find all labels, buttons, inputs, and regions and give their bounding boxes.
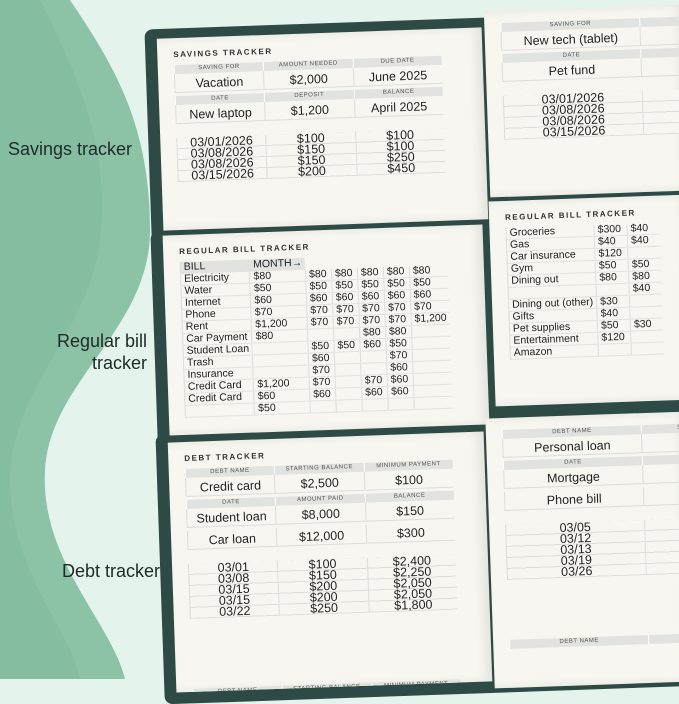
bill-amount bbox=[335, 399, 363, 413]
bill-amount: $60 bbox=[361, 386, 388, 400]
field-header: DEBT NAME bbox=[509, 635, 649, 649]
page-content: DEBT TRACKER DEBT NAME STARTING BALANCE MIN… bbox=[168, 432, 477, 693]
field-value: $300 bbox=[365, 521, 456, 543]
bill-amount bbox=[335, 387, 362, 401]
side-label: Savings tracker bbox=[8, 139, 133, 159]
bill-amount bbox=[360, 350, 387, 364]
notebook-page: SAVINGS TRACKER SAVING FOR AMOUNT NEEDED DU… bbox=[156, 27, 489, 231]
bill-amount bbox=[309, 400, 337, 414]
bill-amount bbox=[387, 397, 415, 411]
entry-column: $100 $150 $200 $200 $250 bbox=[277, 557, 369, 616]
entry-column: $100$150$100$100$200 bbox=[643, 515, 679, 576]
field-value: New laptop bbox=[175, 102, 265, 124]
field-value: Car loan bbox=[186, 527, 277, 549]
entry-column: $100 $100 $250 $450 bbox=[354, 128, 446, 176]
bill-name: Amazon bbox=[510, 344, 599, 360]
page-title: REGULAR BILL TRACKER bbox=[504, 208, 636, 222]
bill-amount bbox=[598, 343, 632, 357]
bill-amount: $60 bbox=[309, 388, 336, 402]
page-content: REGULAR BILL TRACKER Groceries $300 $40 Gas $… bbox=[488, 195, 679, 373]
entry-column: $60$60$90$120 bbox=[641, 86, 679, 136]
field-value: Pet fund bbox=[501, 58, 642, 81]
entry-column: 03/05 03/12 03/13 03/19 03/26 bbox=[505, 520, 646, 580]
field-header: STARTING BALANCE bbox=[648, 630, 679, 645]
bill-amount bbox=[631, 342, 665, 356]
field-value: June 2025 bbox=[352, 64, 443, 86]
bill-table: Groceries $300 $40 Gas $40 $40 Car insurance $1… bbox=[505, 222, 665, 360]
notebook-page: REGULAR BILL TRACKER Groceries $300 $40 Gas $… bbox=[488, 194, 679, 407]
background-wave bbox=[0, 0, 150, 679]
entry: $200 bbox=[297, 163, 327, 179]
entry-list: 03/01/2026 03/08/2026 03/08/2026 03/15/2026… bbox=[502, 86, 679, 140]
bill-amount: $50 bbox=[333, 339, 361, 353]
field-value: Vacation bbox=[173, 71, 264, 93]
entry-column: $2,400 $2,250 $2,050 $2,050 $1,800 bbox=[366, 553, 458, 613]
field-value: $1,200 bbox=[264, 98, 355, 121]
bill-amount bbox=[334, 351, 361, 365]
field-value: Personal loan bbox=[502, 434, 642, 457]
field-value: $80 bbox=[642, 482, 679, 506]
field-value: $12,000 bbox=[276, 524, 367, 546]
field-value: $150 bbox=[364, 499, 455, 521]
notebook-page: DEBT TRACKER DEBT NAME STARTING BALANCE MIN… bbox=[167, 431, 493, 693]
entry: 03/15/2026 bbox=[191, 166, 255, 183]
bill-amount bbox=[413, 396, 453, 410]
field-value: Phone bill bbox=[503, 487, 644, 510]
bill-amount: $70 bbox=[332, 315, 360, 329]
field-value: New tech (tablet) bbox=[500, 27, 641, 50]
field-value: $8,000 bbox=[275, 502, 366, 524]
side-label: Debt tracker bbox=[61, 561, 160, 581]
entry-column: 03/01/2026 03/08/2026 03/08/2026 03/15/2026 bbox=[176, 133, 268, 183]
bill-amount bbox=[361, 398, 389, 412]
entry-list: 03/01/2026 03/08/2026 03/08/2026 03/15/2026… bbox=[176, 128, 446, 183]
bill-amount bbox=[334, 363, 362, 377]
page-content: SAVINGS TRACKER SAVING FOR AMOUNT NEEDED DU… bbox=[157, 28, 462, 194]
entry-list: 03/0503/1203/1303/1903/26$100$150$100$10… bbox=[505, 515, 679, 580]
field-value: $2,500 bbox=[274, 471, 365, 493]
entry: 03/26 bbox=[560, 563, 593, 580]
bill-name bbox=[185, 403, 255, 418]
field-value: Credit card bbox=[184, 474, 275, 496]
field-value: Student loan bbox=[186, 505, 276, 527]
bill-amount bbox=[335, 375, 362, 389]
entry: $1,800 bbox=[394, 597, 433, 613]
field-value: April 2025 bbox=[353, 95, 444, 117]
bill-amount: $50 bbox=[254, 401, 311, 416]
bill-amount: $1,200 bbox=[410, 312, 450, 326]
side-label: Regular bill tracker bbox=[56, 331, 147, 373]
field-value: $100 bbox=[363, 468, 454, 490]
entry: 03/22 bbox=[218, 603, 251, 619]
field-value: Mortgage bbox=[503, 465, 643, 488]
entry-column: 03/01 03/08 03/15 03/15 03/22 bbox=[187, 560, 280, 619]
entry: $450 bbox=[387, 160, 416, 176]
page-content: REGULAR BILL TRACKER BILL MONTH→ Electricit… bbox=[163, 225, 470, 430]
entry-column: 03/01/2026 03/08/2026 03/08/2026 03/15/2026 bbox=[502, 90, 644, 140]
entry: $250 bbox=[309, 600, 339, 616]
field-value: $2,000 bbox=[263, 67, 354, 90]
entry: 03/15/2026 bbox=[542, 123, 606, 140]
bill-amount: $70 bbox=[307, 316, 334, 330]
bill-amount: $60 bbox=[359, 338, 387, 352]
entry-column: $100 $150 $150 $200 bbox=[265, 131, 357, 179]
bill-amount: $60 bbox=[387, 385, 414, 399]
bill-table: BILL MONTH→ Electricity $80 $80 $80 $80 $80 $80 W… bbox=[180, 253, 453, 418]
entry-list: 03/01 03/08 03/15 03/15 03/22 $100 $150 $200 $20… bbox=[187, 553, 458, 619]
notebook-page: REGULAR BILL TRACKER BILL MONTH→ Electricit… bbox=[162, 224, 490, 436]
